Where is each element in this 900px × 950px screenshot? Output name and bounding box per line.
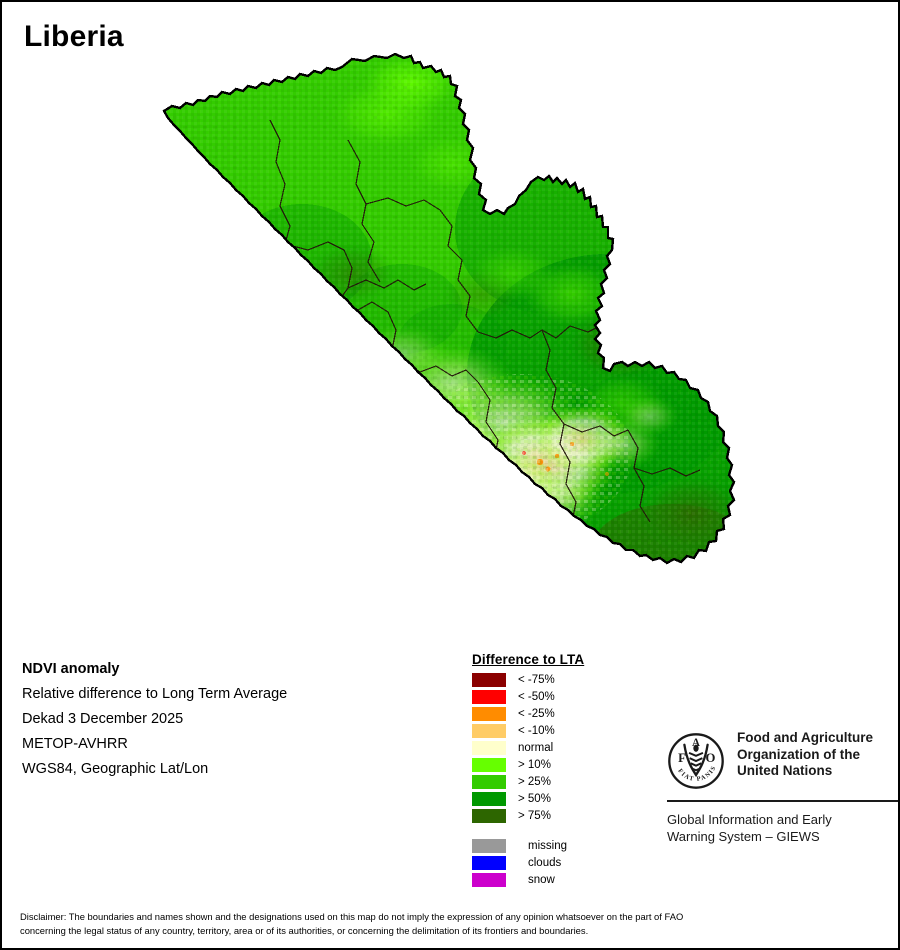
map-legend: Difference to LTA < -75% < -50% < -25% <… (472, 652, 652, 888)
legend-item-clouds[interactable]: clouds (472, 854, 652, 871)
legend-label: > 25% (518, 775, 551, 788)
fao-name-line-2: Organization of the (737, 746, 860, 762)
giews-line-2: Warning System – GIEWS (667, 829, 820, 844)
map-info-block: NDVI anomaly Relative difference to Long… (22, 657, 442, 782)
legend-label: < -75% (518, 673, 555, 686)
info-line-description: Relative difference to Long Term Average (22, 686, 288, 702)
legend-item[interactable]: > 75% (472, 807, 652, 824)
legend-swatch (472, 774, 506, 789)
legend-item[interactable]: > 10% (472, 756, 652, 773)
legend-label: > 10% (518, 758, 551, 771)
legend-item[interactable]: < -25% (472, 705, 652, 722)
legend-swatch (472, 672, 506, 687)
fao-name-line-3: United Nations (737, 763, 833, 778)
legend-item[interactable]: > 25% (472, 773, 652, 790)
fao-branding: F A O FIAT PANIS Food and Agriculture Or… (667, 730, 898, 845)
legend-label: normal (518, 741, 554, 754)
info-line-product: NDVI anomaly (22, 661, 120, 677)
giews-system-name: Global Information and Early Warning Sys… (667, 811, 898, 845)
fao-divider (667, 800, 898, 802)
legend-label: > 75% (518, 809, 551, 822)
svg-text:A: A (692, 737, 700, 749)
giews-line-1: Global Information and Early (667, 812, 832, 827)
legend-title: Difference to LTA (472, 652, 585, 667)
ndvi-anomaly-map[interactable] (152, 44, 752, 634)
info-line-projection: WGS84, Geographic Lat/Lon (22, 761, 209, 777)
legend-item[interactable]: normal (472, 739, 652, 756)
legend-item[interactable]: < -50% (472, 688, 652, 705)
fao-organization-name: Food and Agriculture Organization of the… (737, 730, 873, 780)
legend-swatch (472, 791, 506, 806)
legend-label: < -50% (518, 690, 555, 703)
fao-logo-icon: F A O FIAT PANIS (667, 732, 725, 790)
legend-swatch (472, 706, 506, 721)
legend-label: < -25% (518, 707, 555, 720)
legend-label: > 50% (518, 792, 551, 805)
disclaimer-line-1: Disclaimer: The boundaries and names sho… (20, 911, 684, 922)
legend-swatch (472, 872, 506, 887)
legend-swatch (472, 757, 506, 772)
legend-swatch (472, 808, 506, 823)
legend-item[interactable]: < -75% (472, 671, 652, 688)
svg-text:F: F (678, 751, 686, 765)
legend-swatch (472, 723, 506, 738)
legend-swatch (472, 855, 506, 870)
legend-item[interactable]: > 50% (472, 790, 652, 807)
legend-item[interactable]: < -10% (472, 722, 652, 739)
fao-name-line-1: Food and Agriculture (737, 730, 873, 745)
disclaimer: Disclaimer: The boundaries and names sho… (20, 910, 884, 937)
legend-item-missing[interactable]: missing (472, 837, 652, 854)
page-title: Liberia (24, 20, 124, 53)
disclaimer-line-2: concerning the legal status of any count… (20, 924, 589, 936)
legend-swatch (472, 740, 506, 755)
info-line-period: Dekad 3 December 2025 (22, 711, 184, 727)
info-line-sensor: METOP-AVHRR (22, 736, 128, 752)
legend-item-snow[interactable]: snow (472, 871, 652, 888)
legend-swatch (472, 689, 506, 704)
legend-label: missing (528, 839, 567, 852)
legend-swatch (472, 838, 506, 853)
legend-spacer (472, 824, 652, 837)
legend-label: clouds (528, 856, 562, 869)
legend-label: snow (528, 873, 555, 886)
svg-text:O: O (706, 751, 716, 765)
legend-label: < -10% (518, 724, 555, 737)
